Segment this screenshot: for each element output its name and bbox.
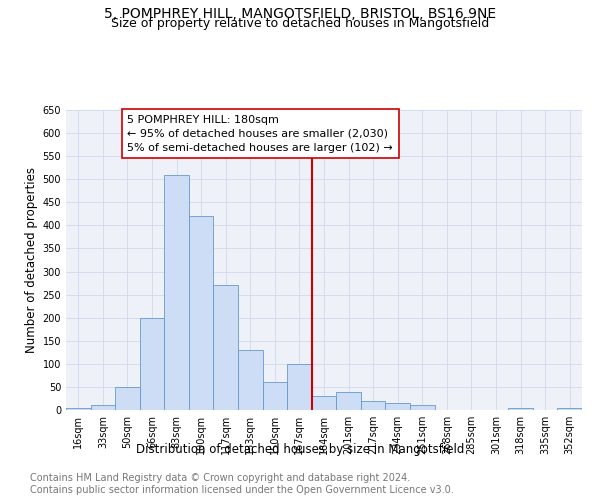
Y-axis label: Number of detached properties: Number of detached properties: [25, 167, 38, 353]
Bar: [91, 406, 115, 410]
Bar: [508, 408, 533, 410]
Bar: [164, 174, 189, 410]
Text: Distribution of detached houses by size in Mangotsfield: Distribution of detached houses by size …: [136, 442, 464, 456]
Bar: [361, 401, 385, 410]
Text: 5, POMPHREY HILL, MANGOTSFIELD, BRISTOL, BS16 9NE: 5, POMPHREY HILL, MANGOTSFIELD, BRISTOL,…: [104, 8, 496, 22]
Bar: [189, 216, 214, 410]
Bar: [410, 406, 434, 410]
Text: 5 POMPHREY HILL: 180sqm
← 95% of detached houses are smaller (2,030)
5% of semi-: 5 POMPHREY HILL: 180sqm ← 95% of detache…: [127, 114, 393, 152]
Bar: [312, 396, 336, 410]
Bar: [336, 392, 361, 410]
Bar: [557, 408, 582, 410]
Bar: [287, 364, 312, 410]
Text: Size of property relative to detached houses in Mangotsfield: Size of property relative to detached ho…: [111, 18, 489, 30]
Bar: [263, 382, 287, 410]
Bar: [115, 387, 140, 410]
Bar: [140, 318, 164, 410]
Bar: [214, 286, 238, 410]
Bar: [66, 408, 91, 410]
Bar: [238, 350, 263, 410]
Text: Contains HM Land Registry data © Crown copyright and database right 2024.
Contai: Contains HM Land Registry data © Crown c…: [30, 474, 454, 495]
Bar: [385, 403, 410, 410]
